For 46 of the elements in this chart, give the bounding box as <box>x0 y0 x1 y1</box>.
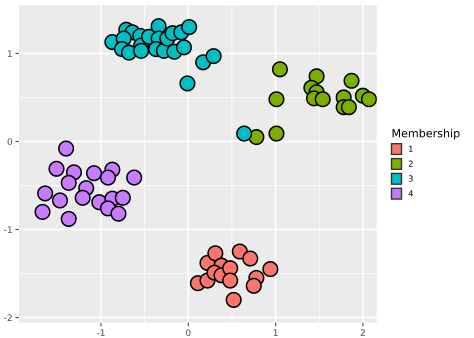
x-tick-label: 0 <box>186 329 191 336</box>
point <box>114 190 131 206</box>
point <box>268 126 284 142</box>
point <box>207 245 224 262</box>
y-tick-label: -1 <box>4 226 12 233</box>
legend-label: 4 <box>408 190 413 196</box>
point <box>52 192 68 209</box>
legend-label: 2 <box>408 160 413 167</box>
point <box>262 261 278 278</box>
point <box>360 91 377 108</box>
point <box>268 91 284 108</box>
legend-label: 3 <box>408 175 413 182</box>
point <box>176 39 192 56</box>
point <box>272 61 288 78</box>
point <box>179 75 196 92</box>
x-tick-label: 1 <box>274 329 278 336</box>
point <box>74 190 91 206</box>
point <box>60 174 77 191</box>
point <box>181 19 198 36</box>
legend-title: Membership <box>392 128 460 140</box>
point <box>206 48 222 64</box>
point <box>110 206 127 222</box>
point <box>60 210 77 227</box>
point <box>248 129 264 146</box>
y-tick-label: 0 <box>8 138 12 146</box>
point <box>242 250 258 267</box>
point <box>343 72 360 89</box>
y-tick-label: 1 <box>8 50 12 57</box>
point <box>100 170 116 186</box>
x-tick-label: -1 <box>96 329 105 336</box>
point <box>133 42 150 59</box>
point <box>34 204 51 220</box>
legend-label: 1 <box>409 146 413 152</box>
point <box>48 160 65 177</box>
point <box>246 278 262 294</box>
point <box>126 170 142 186</box>
y-tick-label: -2 <box>4 314 12 321</box>
point <box>226 292 242 308</box>
x-tick-label: 2 <box>360 329 365 336</box>
point <box>340 99 357 116</box>
point <box>86 165 102 182</box>
point <box>236 126 252 142</box>
point <box>222 272 238 289</box>
point <box>314 91 331 108</box>
point <box>37 185 54 202</box>
point <box>58 140 74 157</box>
